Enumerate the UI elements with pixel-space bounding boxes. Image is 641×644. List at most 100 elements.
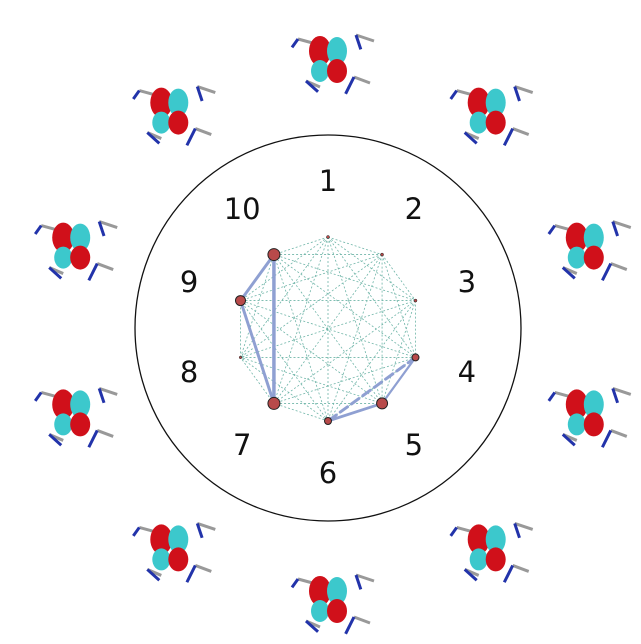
lobe — [70, 390, 91, 419]
orbital-image — [132, 85, 216, 147]
bond — [304, 79, 320, 93]
bond — [502, 127, 515, 147]
lobe — [168, 547, 189, 572]
weak-edge — [327, 254, 383, 422]
bond — [449, 89, 458, 100]
bond — [33, 391, 43, 402]
node — [376, 397, 389, 410]
bond — [611, 387, 620, 404]
orbital-image — [547, 220, 632, 282]
bond — [354, 34, 363, 50]
lobe — [52, 222, 75, 253]
orbital-label: 4 — [458, 355, 476, 389]
bond — [185, 127, 197, 147]
bond — [547, 224, 557, 235]
bond — [449, 526, 458, 537]
lobe — [152, 111, 171, 134]
bond — [353, 615, 371, 625]
bond — [513, 522, 521, 539]
lobe — [469, 111, 488, 134]
lobe — [467, 87, 490, 118]
weak-edge — [327, 236, 383, 255]
bond — [353, 75, 371, 85]
strong-edge — [239, 253, 276, 303]
bond — [561, 266, 576, 280]
weak-edge — [273, 236, 329, 255]
lobe — [565, 222, 588, 253]
bond — [354, 574, 363, 590]
lobe — [70, 223, 91, 252]
strong-edge — [380, 356, 417, 405]
orbital-label: 10 — [224, 192, 261, 226]
weak-edge — [327, 300, 416, 422]
bond — [601, 429, 613, 448]
bond — [195, 522, 204, 539]
lobe — [168, 525, 189, 554]
bond — [611, 221, 620, 237]
bond — [610, 262, 628, 271]
orbital-image — [33, 220, 118, 282]
weak-edge — [240, 236, 329, 301]
weak-edge — [240, 254, 383, 358]
bond — [355, 573, 375, 583]
orbital-image — [33, 387, 118, 448]
lobe — [52, 389, 75, 420]
bond — [514, 85, 534, 94]
orbital-label: 3 — [458, 265, 476, 299]
bond — [512, 127, 530, 136]
weak-edge — [240, 357, 329, 422]
bond — [96, 262, 114, 271]
lobe — [327, 37, 347, 65]
orbital-image — [290, 33, 375, 95]
bond — [146, 131, 161, 145]
lobe — [70, 412, 91, 437]
orbital-label: 7 — [233, 428, 251, 462]
node — [238, 355, 243, 359]
node — [235, 295, 247, 307]
bond — [463, 131, 478, 145]
bond — [502, 564, 515, 583]
strong-edge — [326, 402, 384, 423]
node — [413, 298, 418, 303]
bond — [132, 89, 141, 100]
lobe — [467, 524, 490, 555]
weak-edge — [273, 357, 416, 404]
lobe — [168, 88, 189, 117]
lobe — [327, 577, 347, 605]
labels: 1 2 3 4 5 6 7 8 9 10 — [180, 164, 476, 490]
lobe — [567, 413, 586, 436]
lobe — [70, 245, 91, 270]
lobe — [54, 413, 73, 436]
node — [411, 353, 420, 362]
bond — [463, 568, 478, 582]
bond — [612, 220, 632, 229]
bond — [355, 33, 375, 43]
weak-edge — [381, 254, 416, 301]
orbital-image — [449, 522, 534, 583]
weak-edge — [240, 236, 329, 358]
orbital-image — [449, 85, 534, 147]
lobe — [309, 576, 331, 606]
bond — [97, 221, 106, 237]
bond — [194, 127, 212, 136]
lobe — [565, 389, 588, 420]
bond — [561, 433, 576, 447]
orbital-image — [547, 387, 632, 448]
orbital-image — [132, 522, 216, 583]
orbital-image — [290, 573, 375, 635]
orbital-label: 1 — [319, 164, 337, 198]
lobe — [150, 524, 173, 555]
bond — [87, 262, 99, 282]
orbital-label: 2 — [405, 192, 423, 226]
bond — [195, 86, 204, 102]
lobe — [168, 110, 189, 135]
node — [324, 417, 332, 425]
node — [380, 252, 384, 257]
bond — [514, 522, 534, 531]
weak-edge — [273, 254, 383, 404]
lobe — [152, 548, 171, 571]
strong-edge — [239, 299, 276, 405]
lobe — [327, 599, 347, 623]
weak-edge — [273, 254, 416, 301]
